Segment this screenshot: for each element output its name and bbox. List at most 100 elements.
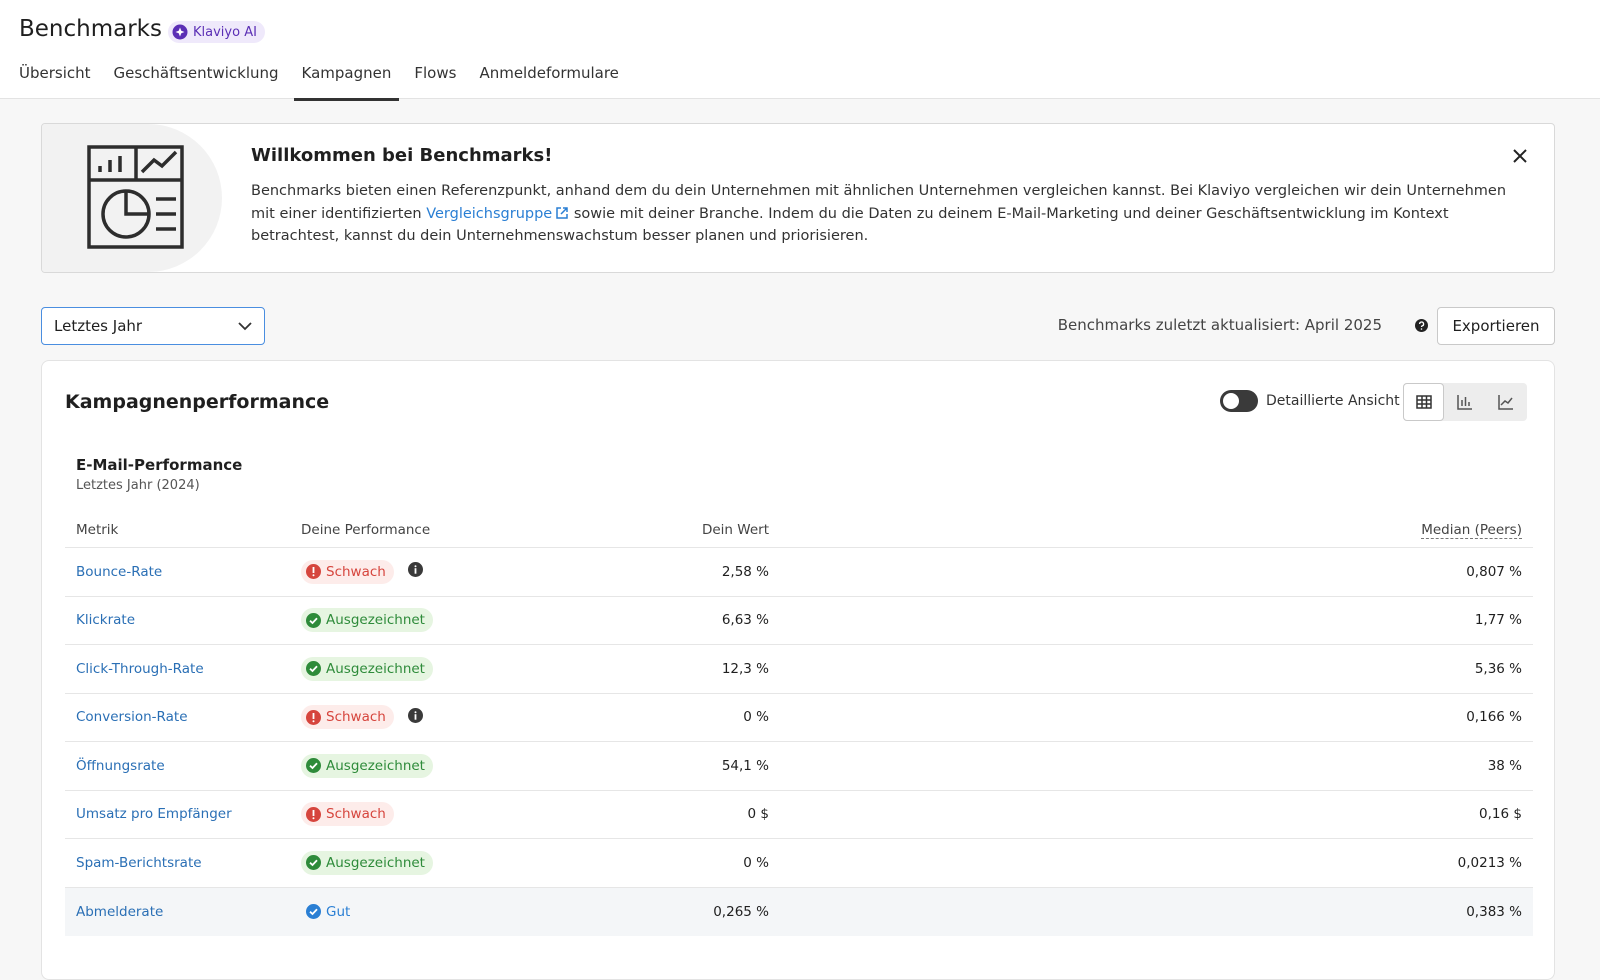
metric-cell: Bounce-Rate xyxy=(65,564,301,580)
check-icon xyxy=(306,661,321,677)
view-switcher xyxy=(1403,383,1527,421)
metric-cell: Conversion-Rate xyxy=(65,709,301,725)
page-title: Benchmarks xyxy=(19,16,162,42)
section-subtitle: Letztes Jahr (2024) xyxy=(76,478,200,493)
metric-link[interactable]: Umsatz pro Empfänger xyxy=(76,806,232,823)
export-button[interactable]: Exportieren xyxy=(1437,307,1555,345)
median-cell: 0,383 % xyxy=(1466,903,1522,920)
table-row: Klickrate Ausgezeichnet 6,63 % 1,77 % xyxy=(65,597,1533,645)
banner-text-start: Benchmarks bieten einen Referenzpunkt, a… xyxy=(251,183,1507,222)
status-badge: Ausgezeichnet xyxy=(301,850,433,875)
value-cell: 0 $ xyxy=(747,806,769,823)
metric-cell: Click-Through-Rate xyxy=(65,661,301,677)
tab[interactable]: Übersicht xyxy=(19,64,91,82)
table-row: Öffnungsrate Ausgezeichnet 54,1 % 38 % xyxy=(65,742,1533,791)
table-row: Bounce-Rate Schwach 2,58 % 0,807 % xyxy=(65,548,1533,597)
toggle-label: Detaillierte Ansicht xyxy=(1266,393,1400,409)
value-cell: 0,265 % xyxy=(713,903,769,920)
check-icon xyxy=(306,855,321,871)
column-label: Deine Performance xyxy=(301,521,431,538)
metric-link[interactable]: Abmelderate xyxy=(76,903,164,920)
status-label: Ausgezeichnet xyxy=(326,660,425,677)
table-row: Click-Through-Rate Ausgezeichnet 12,3 % 5,3… xyxy=(65,645,1533,694)
metrics-table: Metrik Deine Performance Dein Wert Median (… xyxy=(65,512,1533,936)
tab[interactable]: Kampagnen xyxy=(293,60,400,101)
table-view-button[interactable] xyxy=(1403,383,1444,421)
line-view-button[interactable] xyxy=(1485,383,1526,421)
detail-toggle[interactable] xyxy=(1220,390,1258,412)
banner-illustration xyxy=(42,124,222,272)
median-cell: 5,36 % xyxy=(1474,660,1522,677)
status-label: Schwach xyxy=(326,806,386,823)
value-cell: 2,58 % xyxy=(721,563,769,580)
median-cell: 0,807 % xyxy=(1466,563,1522,580)
status-label: Schwach xyxy=(326,709,386,726)
performance-cell: Schwach xyxy=(301,559,551,584)
column-header: Metrik xyxy=(65,522,301,538)
column-header: Dein Wert xyxy=(551,522,769,538)
table-row: Abmelderate Gut 0,265 % 0,383 % xyxy=(65,887,1533,936)
help-icon[interactable] xyxy=(1415,319,1428,332)
tabs: Übersicht Geschäftsentwicklung Kampagnen Fl… xyxy=(19,60,642,101)
bar-view-button[interactable] xyxy=(1444,383,1485,421)
metric-link[interactable]: Öffnungsrate xyxy=(76,757,165,774)
performance-cell: Schwach xyxy=(301,705,551,730)
metric-link[interactable]: Bounce-Rate xyxy=(76,563,163,580)
table-row: Spam-Berichtsrate Ausgezeichnet 0 % 0,0213 … xyxy=(65,839,1533,888)
panel-title: Kampagnenperformance xyxy=(65,391,330,413)
performance-cell: Ausgezeichnet xyxy=(301,753,551,778)
period-value: Letztes Jahr xyxy=(54,317,143,335)
benchmark-icon xyxy=(87,145,184,249)
value-cell: 12,3 % xyxy=(721,660,769,677)
metric-link[interactable]: Spam-Berichtsrate xyxy=(76,854,202,871)
performance-cell: Ausgezeichnet xyxy=(301,608,551,633)
info-icon xyxy=(407,562,423,578)
metric-cell: Klickrate xyxy=(65,612,301,628)
badge-label: Klaviyo AI xyxy=(193,24,257,40)
status-badge: Schwach xyxy=(301,705,394,730)
tab[interactable]: Geschäftsentwicklung xyxy=(113,64,279,82)
metric-link[interactable]: Click-Through-Rate xyxy=(76,660,204,677)
metric-link[interactable]: Conversion-Rate xyxy=(76,709,188,726)
info-button[interactable] xyxy=(407,707,423,727)
status-badge: Schwach xyxy=(301,802,394,827)
metric-cell: Öffnungsrate xyxy=(65,758,301,774)
column-label: Median (Peers) xyxy=(1421,521,1522,539)
alert-icon xyxy=(306,564,321,580)
info-button[interactable] xyxy=(407,562,423,581)
alert-icon xyxy=(306,806,321,822)
status-badge: Ausgezeichnet xyxy=(301,753,433,778)
value-cell: 0 % xyxy=(743,709,769,726)
median-cell: 1,77 % xyxy=(1474,612,1522,629)
status-badge: Ausgezeichnet xyxy=(301,656,433,681)
metric-cell: Spam-Berichtsrate xyxy=(65,855,301,871)
performance-panel: Kampagnenperformance Detaillierte Ansich… xyxy=(41,360,1555,980)
banner-title: Willkommen bei Benchmarks! xyxy=(251,145,553,166)
last-updated: Benchmarks zuletzt aktualisiert: April 2… xyxy=(1057,316,1382,334)
info-icon xyxy=(407,707,423,723)
tab[interactable]: Anmeldeformulare xyxy=(479,64,619,82)
tab[interactable]: Flows xyxy=(414,64,457,82)
table-row: Conversion-Rate Schwach 0 % 0,166 % xyxy=(65,694,1533,742)
metric-cell: Umsatz pro Empfänger xyxy=(65,806,301,822)
alert-icon xyxy=(306,709,321,725)
external-link-icon xyxy=(556,206,568,219)
median-cell: 0,16 $ xyxy=(1479,806,1522,823)
ai-badge[interactable]: Klaviyo AI xyxy=(168,21,265,43)
metric-link[interactable]: Klickrate xyxy=(76,612,136,629)
status-label: Ausgezeichnet xyxy=(326,612,425,629)
value-cell: 54,1 % xyxy=(721,757,769,774)
value-cell: 0 % xyxy=(743,854,769,871)
header: Benchmarks Klaviyo AI Übersicht Geschäfts… xyxy=(0,0,1600,101)
check-icon xyxy=(306,758,321,774)
comparison-group-link[interactable]: Vergleichsgruppe xyxy=(426,205,553,222)
performance-cell: Schwach xyxy=(301,802,551,827)
close-button[interactable] xyxy=(1512,148,1528,164)
status-badge: Gut xyxy=(301,900,358,924)
status-label: Ausgezeichnet xyxy=(326,757,425,774)
period-dropdown[interactable]: Letztes Jahr xyxy=(41,307,265,345)
median-cell: 0,166 % xyxy=(1466,709,1522,726)
performance-cell: Gut xyxy=(301,900,551,924)
